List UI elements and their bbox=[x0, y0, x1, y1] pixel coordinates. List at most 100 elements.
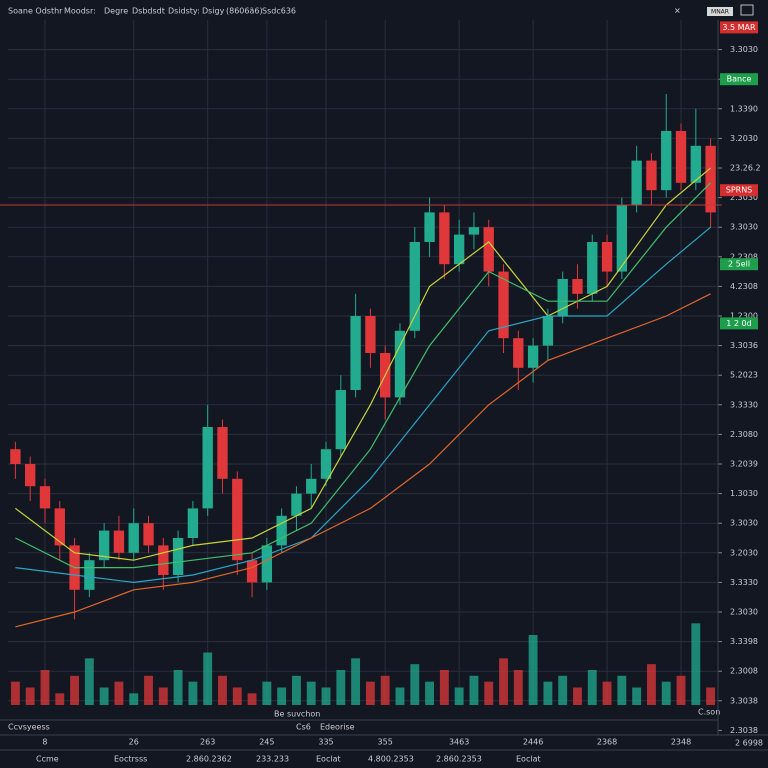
volume-bar bbox=[484, 681, 494, 705]
volume-bar bbox=[203, 652, 213, 705]
volume-bar bbox=[262, 681, 272, 705]
y-tick-label: 3.3030 bbox=[730, 519, 758, 528]
volume-bar bbox=[543, 681, 553, 705]
volume-bar bbox=[365, 681, 375, 705]
volume-bar bbox=[469, 675, 479, 705]
corner-value: 2 6998 bbox=[735, 739, 763, 748]
volume-bar bbox=[306, 681, 316, 705]
volume-bar bbox=[587, 670, 597, 705]
window-icon[interactable] bbox=[740, 4, 754, 16]
footer-item: 2.860.2353 bbox=[436, 755, 482, 764]
candle-body bbox=[453, 234, 465, 265]
volume-bar bbox=[247, 693, 257, 705]
candle-body bbox=[601, 242, 613, 272]
status-tag: Cs6 bbox=[296, 723, 311, 732]
candle-body bbox=[705, 145, 716, 213]
x-tick-label: 2446 bbox=[523, 738, 543, 747]
y-tick-label: 4.2308 bbox=[730, 282, 758, 291]
tool-icon[interactable]: ✕ bbox=[674, 7, 681, 16]
volume-bar bbox=[114, 681, 124, 705]
candle-body bbox=[661, 131, 672, 191]
volume-bar bbox=[558, 675, 568, 705]
y-tick-label: 3.3398 bbox=[730, 637, 758, 646]
y-tick-label: 3.3330 bbox=[730, 578, 758, 587]
price-tag-label: Bance bbox=[727, 75, 752, 84]
volume-bar bbox=[454, 687, 464, 705]
candle-body bbox=[10, 449, 21, 464]
candle-body bbox=[172, 538, 184, 575]
badge-box bbox=[707, 7, 733, 16]
price-tag bbox=[720, 73, 758, 86]
volume-bar bbox=[158, 687, 168, 705]
y-tick-label: 3.3030 bbox=[730, 45, 758, 54]
y-tick-label: 2.2308 bbox=[730, 252, 758, 261]
x-tick-label: 245 bbox=[259, 738, 274, 747]
candle-body bbox=[513, 338, 524, 368]
volume-bar bbox=[84, 658, 94, 705]
candle-body bbox=[646, 160, 657, 191]
x-tick-label: 2348 bbox=[671, 738, 691, 747]
price-tag bbox=[720, 184, 758, 197]
toolbar: Soane Odsthr Moodsr: Degre Dsbdsdt Dsidsty: D… bbox=[8, 7, 296, 16]
y-tick-label: 3.3030 bbox=[730, 223, 758, 232]
candle-body bbox=[557, 279, 568, 316]
toolbar-item[interactable]: Soane Odsthr bbox=[8, 7, 63, 16]
price-tag bbox=[720, 258, 758, 271]
y-tick-label: 3.2039 bbox=[730, 460, 758, 469]
footer-item: 2.860.2362 bbox=[186, 755, 232, 764]
volume-bar bbox=[10, 681, 20, 705]
volume-bar bbox=[218, 675, 227, 705]
volume-bar bbox=[499, 658, 508, 705]
y-tick-label: 3.3036 bbox=[730, 341, 758, 350]
volume-bar bbox=[55, 693, 65, 705]
price-tag-label: 3.5 MAR bbox=[722, 23, 756, 32]
footer-item: 4.800.2353 bbox=[368, 755, 414, 764]
candle-body bbox=[616, 205, 628, 272]
footer-item: 233.233 bbox=[256, 755, 289, 764]
volume-bar bbox=[632, 687, 642, 705]
toolbar-item[interactable]: Moodsr: bbox=[64, 7, 96, 16]
price-tag-label: 2 5ell bbox=[728, 260, 750, 269]
volume-bar bbox=[395, 687, 405, 705]
toolbar-item[interactable]: Dsidsty: bbox=[168, 7, 200, 16]
volume-bar bbox=[351, 658, 361, 705]
y-tick-label: 23.26.2 bbox=[730, 164, 761, 173]
volume-bar bbox=[25, 687, 35, 705]
x-tick-label: 8 bbox=[42, 738, 47, 747]
candle-body bbox=[335, 390, 346, 450]
volume-bar bbox=[602, 681, 612, 705]
footer-item: Eoclat bbox=[316, 755, 341, 764]
ma-line bbox=[15, 167, 711, 561]
candle-body bbox=[25, 464, 36, 487]
x-tick-label: 2368 bbox=[597, 738, 617, 747]
toolbar-item[interactable]: (8606ã6) bbox=[226, 7, 263, 16]
volume-bar bbox=[676, 675, 686, 705]
toolbar-item[interactable]: Ssdc636 bbox=[262, 7, 296, 16]
toolbar-item[interactable]: Dsbdsdt bbox=[132, 7, 165, 16]
volume-bar bbox=[188, 681, 198, 705]
candle-body bbox=[394, 330, 406, 398]
volume-bar bbox=[40, 670, 50, 705]
y-tick-label: 5.2023 bbox=[730, 371, 758, 380]
toolbar-item[interactable]: Degre bbox=[104, 7, 128, 16]
volume-bar bbox=[380, 675, 390, 705]
volume-bar bbox=[661, 681, 671, 705]
volume-bar bbox=[528, 635, 538, 705]
toolbar-item[interactable]: Dsigy bbox=[202, 7, 225, 16]
footer-item: Ccme bbox=[36, 755, 59, 764]
volume-bar bbox=[277, 687, 287, 705]
candle-body bbox=[143, 523, 154, 546]
candle-body bbox=[84, 560, 95, 590]
volume-bar bbox=[706, 687, 716, 705]
volume-bar bbox=[513, 670, 523, 705]
volume-bar bbox=[647, 664, 656, 705]
volume-bar bbox=[99, 687, 109, 705]
status-tag: Edeorise bbox=[320, 723, 355, 732]
y-tick-label: 3.2030 bbox=[730, 134, 758, 143]
volume-bar bbox=[410, 664, 420, 705]
candle-body bbox=[542, 316, 554, 346]
volume-bar bbox=[129, 693, 139, 705]
x-tick-label: 3463 bbox=[449, 738, 469, 747]
volume-bar bbox=[232, 687, 242, 705]
